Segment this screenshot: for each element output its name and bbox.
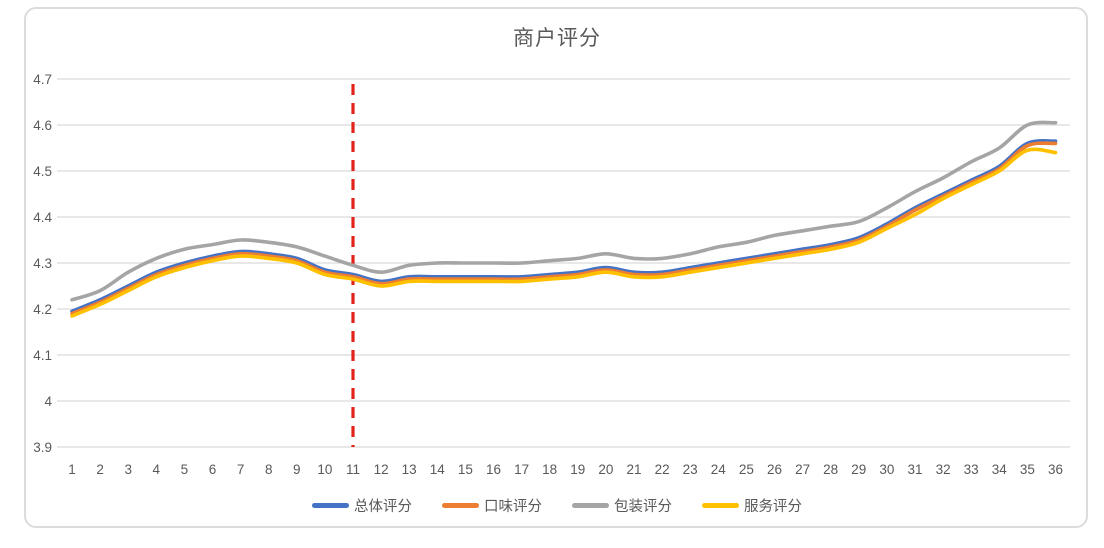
x-axis-tick-label: 13: [402, 462, 417, 477]
legend-line-swatch-icon: [312, 503, 349, 508]
x-axis-tick-label: 33: [964, 462, 979, 477]
legend-item-packaging-rating: 包装评分: [572, 495, 672, 516]
x-axis-tick-label: 36: [1048, 462, 1063, 477]
x-axis-tick-label: 8: [265, 462, 273, 477]
legend-item-taste-rating: 口味评分: [442, 495, 542, 516]
chart-title: 商户评分: [513, 27, 601, 50]
x-axis-tick-label: 29: [851, 462, 866, 477]
y-axis-tick-label: 3.9: [33, 440, 52, 455]
x-axis-tick-label: 30: [879, 462, 894, 477]
x-axis-tick-label: 11: [346, 462, 360, 477]
x-axis-tick-label: 3: [124, 462, 132, 477]
x-axis-tick-label: 21: [626, 462, 641, 477]
legend-item-label: 包装评分: [614, 499, 672, 515]
x-axis-tick-label: 22: [655, 462, 670, 477]
legend-item-label: 服务评分: [744, 499, 802, 515]
x-axis-tick-label: 4: [153, 462, 161, 477]
y-axis-tick-label: 4: [44, 394, 52, 409]
y-axis-tick-label: 4.1: [33, 348, 52, 363]
x-axis-tick-label: 34: [992, 462, 1008, 477]
series-line-packaging-rating: [70, 120, 1058, 302]
x-axis-tick-label: 20: [598, 462, 613, 477]
legend-item-overall-rating: 总体评分: [312, 495, 412, 516]
x-axis-tick-label: 15: [458, 462, 473, 477]
y-axis-tick-label: 4.4: [33, 210, 52, 225]
x-axis-tick-label: 27: [795, 462, 810, 477]
x-axis-tick-label: 14: [430, 462, 446, 477]
x-axis-tick-label: 35: [1020, 462, 1035, 477]
legend-line-swatch-icon: [572, 503, 609, 508]
y-axis-tick-label: 4.2: [33, 302, 52, 317]
legend-item-label: 总体评分: [354, 499, 412, 515]
legend-line-swatch-icon: [442, 503, 479, 508]
legend-line-swatch-icon: [702, 503, 739, 508]
x-axis-tick-label: 24: [711, 462, 727, 477]
x-axis-tick-label: 7: [237, 462, 245, 477]
x-axis-tick-label: 31: [907, 462, 922, 477]
x-axis-tick-label: 12: [374, 462, 389, 477]
series-line-service-rating: [70, 147, 1058, 318]
x-axis-tick-label: 6: [209, 462, 217, 477]
y-axis-tick-label: 4.3: [33, 256, 52, 271]
x-axis-tick-label: 17: [514, 462, 529, 477]
x-axis-tick-label: 23: [683, 462, 698, 477]
x-axis-tick-label: 10: [317, 462, 332, 477]
y-axis-tick-label: 4.5: [33, 164, 52, 179]
x-axis-tick-label: 32: [936, 462, 951, 477]
x-axis-tick-label: 25: [739, 462, 754, 477]
x-axis-tick-label: 26: [767, 462, 782, 477]
x-axis-tick-label: 2: [96, 462, 104, 477]
x-axis-tick-label: 9: [293, 462, 301, 477]
x-axis-tick-label: 18: [542, 462, 557, 477]
x-axis-tick-label: 16: [486, 462, 501, 477]
x-axis-tick-label: 1: [68, 462, 76, 477]
y-axis-tick-label: 4.7: [33, 72, 52, 87]
legend-item-service-rating: 服务评分: [702, 495, 802, 516]
y-axis-tick-label: 4.6: [33, 118, 52, 133]
series-line-overall-rating: [70, 139, 1058, 314]
x-axis-tick-label: 28: [823, 462, 838, 477]
chart-card: [24, 7, 1088, 528]
chart-legend: 总体评分 口味评分 包装评分 服务评分: [24, 495, 1090, 516]
x-axis-tick-label: 5: [181, 462, 189, 477]
legend-item-label: 口味评分: [484, 499, 542, 515]
series-line-taste-rating: [70, 141, 1058, 316]
x-axis-tick-label: 19: [570, 462, 585, 477]
